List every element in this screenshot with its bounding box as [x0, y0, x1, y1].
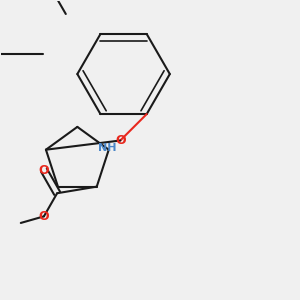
Text: O: O	[39, 210, 49, 223]
Text: O: O	[39, 164, 49, 177]
Text: NH: NH	[98, 143, 116, 153]
Text: O: O	[115, 134, 126, 147]
